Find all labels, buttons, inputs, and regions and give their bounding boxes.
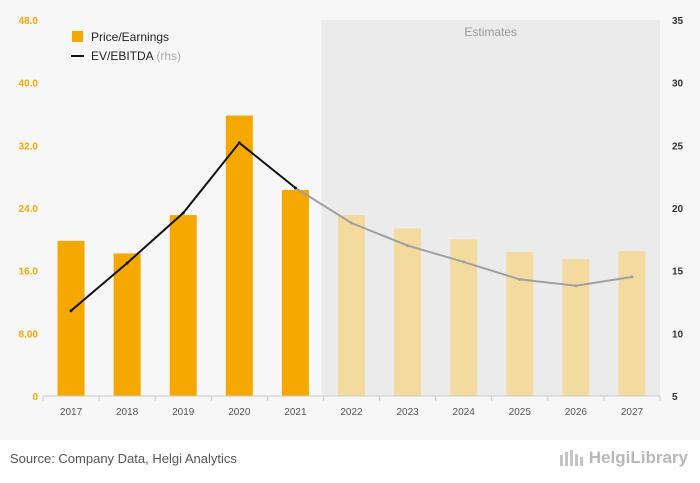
line-point-2023 [406, 244, 410, 248]
chart-svg: Estimates 0 8.00 16.0 24.0 32.0 40.0 48.0 5 10 15 2… [19, 16, 684, 418]
line-point-2021 [293, 186, 297, 190]
line-point-2022 [350, 221, 353, 225]
left-axis-tick: 16.0 [19, 267, 39, 278]
x-axis-label-2025: 2025 [509, 407, 532, 418]
source-text: Source: Company Data, Helgi Analytics [10, 451, 237, 466]
bar-2026 [562, 258, 590, 396]
left-axis-tick: 8.00 [19, 329, 39, 340]
bar-2023 [394, 228, 422, 396]
right-axis-tick: 35 [672, 16, 684, 27]
legend-rhs-suffix: (rhs) [156, 49, 181, 63]
right-axis-tick: 30 [672, 79, 684, 90]
chart-area: Estimates 0 8.00 16.0 24.0 32.0 40.0 48.0 5 10 15 2… [18, 16, 684, 418]
x-axis-label-2022: 2022 [340, 407, 363, 418]
right-axis-tick: 20 [672, 204, 684, 215]
brand-name: HelgiLibrary [588, 448, 688, 467]
bar-2020 [225, 115, 253, 397]
line-point-2025 [518, 277, 522, 281]
x-axis-label-2017: 2017 [60, 407, 83, 418]
x-axis-label-2018: 2018 [116, 407, 139, 418]
library-icon [559, 450, 583, 466]
left-axis-tick: 48.0 [19, 16, 39, 27]
right-axis-tick: 15 [672, 267, 684, 278]
x-axis-label-2019: 2019 [172, 407, 195, 418]
bar-2027 [618, 251, 646, 396]
x-axis-label-2020: 2020 [228, 407, 251, 418]
left-axis-tick: 40.0 [19, 79, 39, 90]
estimates-label: Estimates [464, 25, 517, 39]
line-point-2024 [462, 260, 466, 264]
x-axis-label-2024: 2024 [453, 407, 476, 418]
x-axis-label-2026: 2026 [565, 407, 588, 418]
left-axis-tick: 0 [32, 392, 38, 403]
bar-2019 [169, 215, 197, 396]
footer: Source: Company Data, Helgi Analytics He… [0, 440, 700, 483]
brand-logo[interactable]: HelgiLibrary [559, 448, 688, 468]
bar-2018 [113, 253, 141, 396]
line-point-2020 [237, 141, 241, 145]
legend-price-earnings-swatch [72, 31, 83, 42]
bar-2025 [506, 251, 534, 396]
right-axis-tick: 25 [672, 141, 684, 152]
x-axis-label-2023: 2023 [396, 407, 419, 418]
line-point-2027 [630, 275, 634, 279]
left-axis-tick: 24.0 [19, 204, 39, 215]
line-point-2019 [181, 211, 185, 215]
bar-2021 [281, 189, 309, 396]
bar-2017 [57, 240, 85, 396]
left-axis-tick: 32.0 [19, 141, 39, 152]
x-axis-label-2027: 2027 [621, 407, 644, 418]
x-axis-label-2021: 2021 [284, 407, 307, 418]
bar-2022 [338, 215, 365, 396]
line-point-2026 [574, 284, 578, 288]
line-point-2018 [125, 261, 129, 265]
legend-price-earnings-label: Price/Earnings [91, 30, 169, 44]
estimates-region [321, 20, 660, 396]
right-axis-tick: 10 [672, 329, 684, 340]
line-point-2017 [69, 309, 73, 313]
right-axis-tick: 5 [672, 392, 678, 403]
legend-ev-ebitda-label: EV/EBITDA (rhs) [91, 49, 181, 63]
